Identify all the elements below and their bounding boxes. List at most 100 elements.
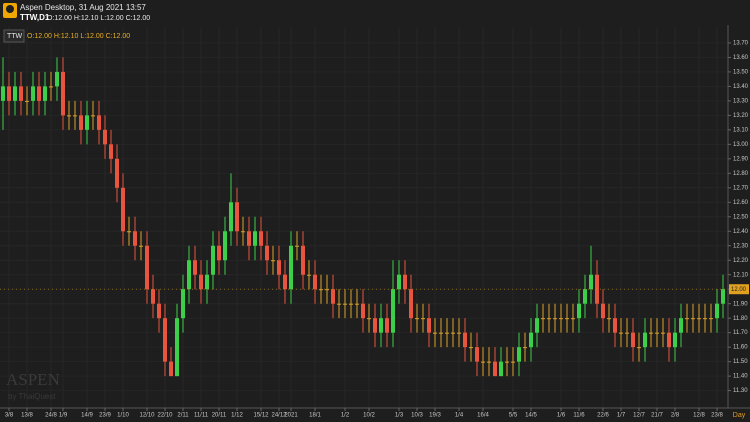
- candle-body: [205, 274, 209, 290]
- candle-body: [679, 318, 683, 333]
- y-tick-label: 12.60: [733, 200, 749, 206]
- candle-body: [523, 347, 527, 349]
- candle-body: [103, 129, 107, 145]
- candle-body: [421, 318, 425, 320]
- candle-body: [433, 332, 437, 334]
- y-tick-label: 11.70: [733, 330, 748, 336]
- candle-body: [385, 318, 389, 333]
- candle-body: [217, 245, 221, 261]
- x-tick-label: 11/11: [194, 413, 209, 419]
- watermark: ASPEN: [6, 370, 60, 389]
- candle-body: [691, 318, 695, 320]
- candle-body: [49, 86, 53, 88]
- legend-symbol: TTW: [7, 33, 23, 40]
- candle-body: [475, 347, 479, 362]
- candle-body: [271, 260, 275, 262]
- candle-body: [607, 318, 611, 320]
- x-tick-label: 11/6: [573, 413, 585, 419]
- candle-body: [229, 202, 233, 232]
- candle-body: [91, 115, 95, 117]
- x-tick-label: 10/3: [411, 413, 423, 419]
- candle-body: [121, 187, 125, 232]
- candle-body: [469, 347, 473, 349]
- candle-body: [181, 289, 185, 319]
- candle-body: [307, 274, 311, 276]
- candle-body: [637, 347, 641, 349]
- candle-body: [325, 289, 329, 291]
- y-tick-label: 13.40: [733, 84, 749, 90]
- x-tick-label: 5/5: [509, 413, 518, 419]
- candle-body: [703, 318, 707, 320]
- x-tick-label: 15/12: [253, 413, 269, 419]
- y-tick-label: 13.70: [733, 41, 749, 47]
- candle-body: [373, 318, 377, 333]
- candle-body: [415, 318, 419, 320]
- candle-body: [37, 86, 41, 101]
- candle-body: [193, 260, 197, 275]
- candle-body: [73, 115, 77, 117]
- candle-body: [577, 303, 581, 319]
- candle-body: [601, 303, 605, 319]
- legend-box: [3, 29, 25, 43]
- x-tick-label: 14/5: [525, 413, 537, 419]
- candle-body: [613, 318, 617, 333]
- candle-body: [511, 361, 515, 363]
- candle-body: [673, 332, 677, 348]
- candle-body: [553, 318, 557, 320]
- x-tick-label: 12/10: [139, 413, 155, 419]
- candle-body: [331, 289, 335, 304]
- candle-body: [187, 260, 191, 290]
- app-title: Aspen Desktop, 31 Aug 2021 13:57: [20, 3, 146, 12]
- last-price-label: 12.00: [731, 287, 747, 293]
- candle-body: [295, 245, 299, 247]
- candle-body: [241, 231, 245, 233]
- y-tick-label: 13.10: [733, 127, 749, 133]
- candle-body: [289, 245, 293, 290]
- candle-body: [355, 303, 359, 305]
- candle-body: [397, 274, 401, 290]
- candle-body: [499, 361, 503, 377]
- candle-body: [133, 231, 137, 246]
- candle-body: [439, 332, 443, 334]
- x-tick-label: 2021: [284, 413, 298, 419]
- y-tick-label: 12.40: [733, 229, 749, 235]
- candle-body: [367, 318, 371, 320]
- y-tick-label: 13.30: [733, 98, 749, 104]
- candle-body: [55, 71, 59, 87]
- watermark-sub: by ThaiQuest: [8, 392, 56, 401]
- candle-body: [391, 289, 395, 333]
- candle-body: [517, 347, 521, 362]
- y-tick-label: 11.30: [733, 388, 748, 394]
- candle-body: [457, 332, 461, 334]
- x-tick-label: 22/10: [157, 413, 173, 419]
- x-tick-label: 23/9: [99, 413, 111, 419]
- candle-body: [19, 86, 23, 101]
- candle-body: [175, 318, 179, 377]
- symbol-timeframe: TTW,D1: [20, 13, 50, 22]
- x-tick-label: 14/9: [81, 413, 93, 419]
- candle-body: [115, 158, 119, 188]
- candle-body: [535, 318, 539, 333]
- candle-body: [487, 361, 491, 363]
- x-tick-label: 10/2: [363, 413, 375, 419]
- candle-body: [139, 245, 143, 247]
- candle-body: [145, 245, 149, 290]
- candle-body: [571, 318, 575, 320]
- candle-body: [157, 303, 161, 319]
- candle-body: [655, 332, 659, 334]
- y-tick-label: 11.90: [733, 301, 748, 307]
- candle-body: [1, 86, 5, 101]
- y-tick-label: 13.20: [733, 113, 749, 119]
- y-tick-label: 13.00: [733, 142, 749, 148]
- x-tick-label: 2/11: [177, 413, 189, 419]
- candle-body: [13, 86, 17, 101]
- x-tick-label: 1/9: [59, 413, 68, 419]
- candle-body: [361, 303, 365, 319]
- candle-body: [259, 231, 263, 246]
- candle-body: [25, 100, 29, 102]
- last-price-tag: [729, 284, 749, 295]
- candle-body: [313, 274, 317, 290]
- candle-body: [31, 86, 35, 101]
- y-tick-label: 13.60: [733, 55, 749, 61]
